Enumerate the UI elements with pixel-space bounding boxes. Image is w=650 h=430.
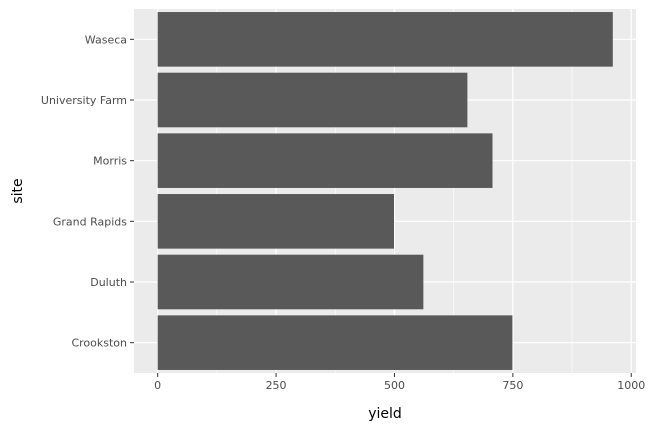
x-tick-label: 0 — [154, 379, 161, 392]
bars — [157, 12, 613, 370]
x-tick-label: 750 — [502, 379, 523, 392]
bar-crookston — [157, 315, 513, 370]
y-axis-title: site — [10, 178, 26, 203]
minor-gridlines — [216, 9, 573, 373]
bar-duluth — [157, 254, 424, 310]
y-tick-label-duluth: Duluth — [90, 276, 127, 289]
bar-university-farm — [157, 72, 468, 128]
x-axis-title: yield — [368, 406, 402, 422]
bar-waseca — [157, 12, 613, 67]
x-tick-label: 250 — [266, 379, 287, 392]
y-tick-label-university-farm: University Farm — [41, 94, 127, 107]
x-axis: 0 250 500 750 1000 — [154, 373, 645, 392]
y-tick-label-morris: Morris — [93, 155, 127, 168]
x-tick-label: 1000 — [617, 379, 645, 392]
y-axis: Crookston Duluth Grand Rapids Morris Univers… — [41, 33, 134, 350]
bar-morris — [157, 133, 493, 188]
bar-grand-rapids — [157, 194, 394, 249]
y-tick-label-crookston: Crookston — [71, 337, 127, 350]
x-tick-label: 500 — [384, 379, 405, 392]
plot-panel — [134, 9, 636, 373]
y-tick-label-waseca: Waseca — [85, 33, 127, 46]
y-tick-label-grand-rapids: Grand Rapids — [53, 215, 127, 228]
